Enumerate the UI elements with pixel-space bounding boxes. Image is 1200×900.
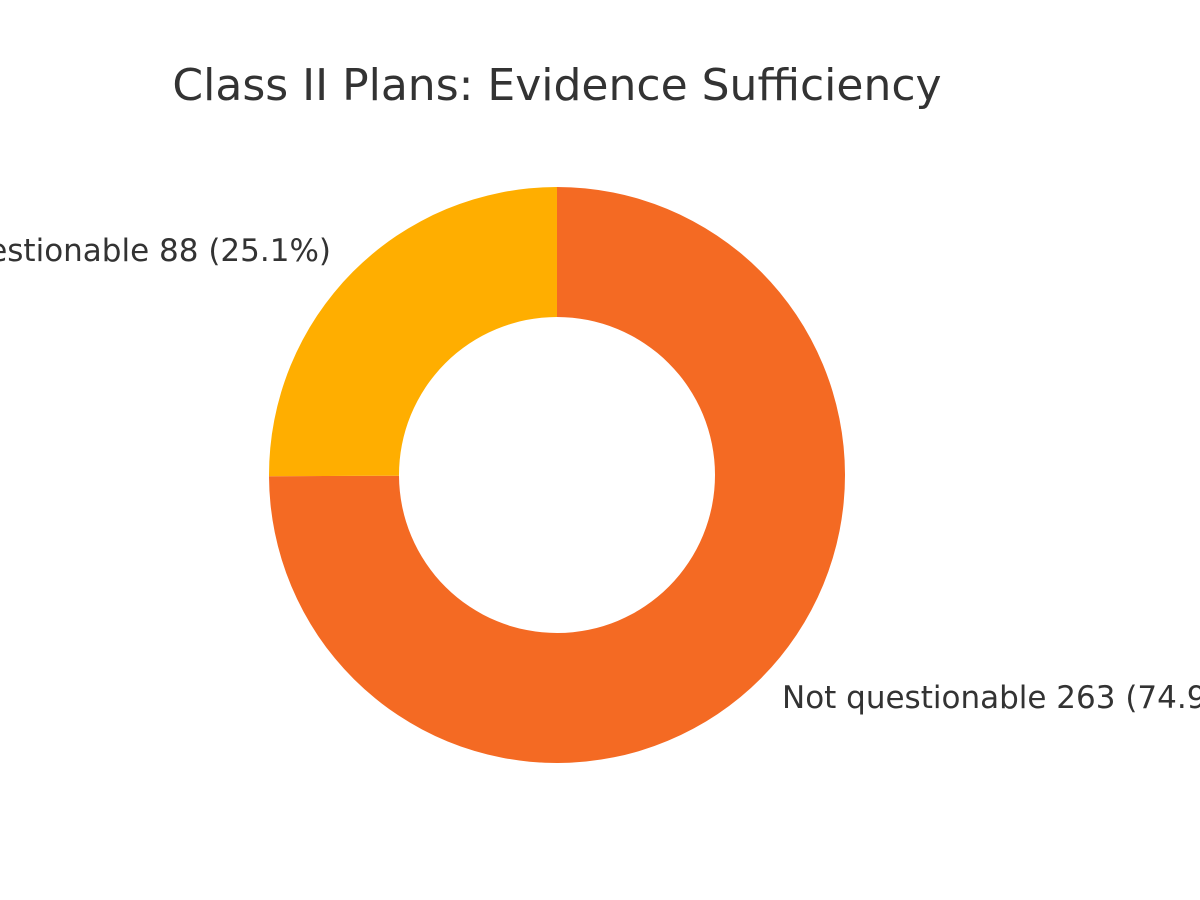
donut-slices: [269, 187, 845, 763]
slice-label-questionable: Questionable 88 (25.1%): [0, 233, 331, 269]
slice-questionable: [269, 187, 557, 477]
slice-labels: Not questionable 263 (74.9%) Questionable…: [0, 233, 1200, 716]
slice-label-not-questionable: Not questionable 263 (74.9%): [782, 680, 1200, 716]
slice-not-questionable: [269, 187, 845, 763]
chart-title: Class II Plans: Evidence Sufficiency: [172, 60, 941, 111]
